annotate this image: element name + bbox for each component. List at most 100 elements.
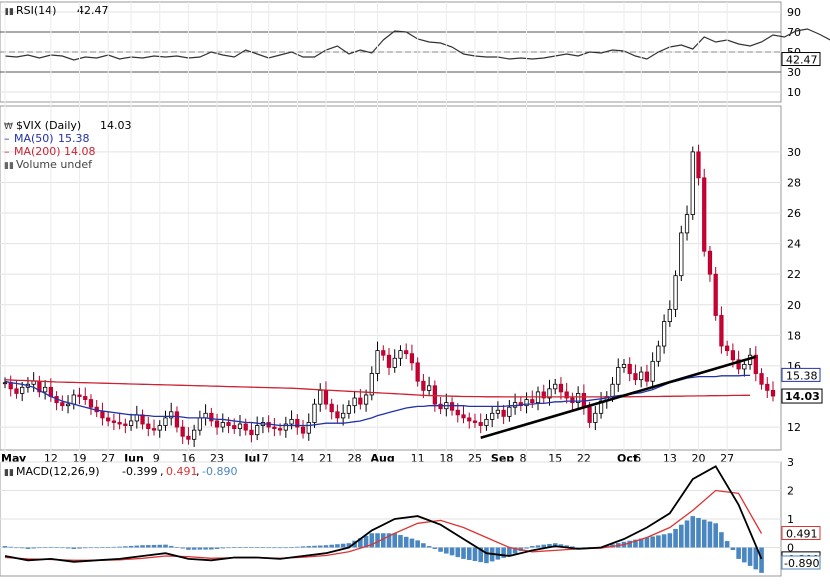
macd-hist-bar-69: [398, 535, 403, 548]
macd-hist-bar-31: [180, 547, 185, 549]
candle-111: [639, 366, 644, 388]
price-legend: ₩ $VIX (Daily) 14.03 – MA(50) 15.38 – MA…: [4, 119, 132, 171]
macd-hist-bar-88: [507, 547, 512, 557]
price-tick-label-4: 22: [787, 268, 801, 281]
macd-hist-bar-70: [403, 536, 409, 548]
ma200-value: 14.08: [64, 145, 96, 158]
candle-27: [157, 420, 162, 438]
candle-7: [43, 380, 48, 400]
candle-68: [392, 349, 397, 373]
macd-hist-bar-2: [14, 547, 19, 549]
price-x-axis: May 12 19 27 Jun 9 16 23 Jul 7 14 21 28 Aug 11 18 25 Sep 8…: [1, 452, 734, 465]
macd-hist-bar-98: [564, 545, 569, 548]
macd-hist-bar-1: [8, 546, 14, 548]
macd-hist-bar-19: [111, 546, 117, 548]
macd-hist-bar-34: [197, 547, 203, 550]
macd-hist-bar-78: [449, 547, 455, 556]
ma50-legend-dash-icon: –: [4, 132, 10, 145]
candle-20: [117, 413, 122, 430]
macd-hist-bar-109: [627, 540, 633, 548]
candle-31: [180, 419, 185, 444]
macd-hist-bar-27: [157, 544, 163, 548]
candle-86: [495, 401, 501, 419]
macd-hist-bar-132: [759, 547, 764, 573]
candle-60: [346, 400, 351, 419]
macd-hist-bar-8: [48, 546, 54, 548]
candle-32: [186, 427, 191, 445]
signal-last-value: 0.491: [786, 528, 818, 541]
candle-85: [490, 406, 495, 428]
macd-hist-bar-80: [461, 547, 466, 559]
price-tick-label-1: 28: [787, 176, 801, 189]
candle-115: [661, 314, 667, 354]
rsi-last-box: 42.47: [781, 52, 821, 67]
macd-hist-bar-99: [570, 546, 575, 548]
candle-59: [341, 404, 346, 426]
candle-96: [553, 378, 558, 395]
series-label: $VIX (Daily): [16, 119, 81, 132]
macd-line: [4, 465, 763, 563]
candle-64: [369, 366, 374, 401]
candle-71: [409, 344, 415, 371]
macd-hist-bar-74: [426, 546, 432, 548]
candle-113: [650, 352, 655, 389]
macd-hist-bar-29: [168, 545, 174, 548]
macd-hist-bar-126: [724, 541, 730, 548]
candle-95: [547, 379, 552, 406]
candle-51: [295, 414, 300, 435]
candle-94: [541, 384, 546, 404]
macd-hist-bar-38: [220, 547, 226, 549]
candle-69: [398, 345, 403, 366]
macd-hist-bar-11: [65, 547, 71, 549]
macd-hist-bar-5: [31, 547, 36, 549]
macd-hist-value: -0.890: [202, 465, 237, 478]
macd-hist-bar-72: [415, 540, 420, 548]
macd-hist-bar-120: [690, 516, 696, 548]
macd-legend-sep2: ,: [196, 465, 200, 478]
macd-hist-bar-114: [656, 535, 661, 548]
volume-bars-icon: ▮▮: [4, 161, 14, 171]
macd-hist-bar-53: [306, 546, 312, 548]
macd-hist-bar-95: [547, 543, 552, 548]
candle-33: [192, 424, 197, 447]
macd-hist-bar-124: [713, 523, 718, 548]
macd-hist-bar-92: [529, 546, 535, 548]
candle-121: [696, 144, 701, 186]
macd-hist-bar-62: [358, 538, 363, 548]
macd-hist-bar-130: [747, 547, 753, 566]
macd-hist-bar-65: [375, 533, 380, 548]
candle-103: [593, 406, 598, 431]
macd-hist-bar-93: [535, 545, 541, 548]
candle-43: [249, 422, 254, 443]
macd-hist-bar-33: [191, 547, 197, 550]
macd-hist-bar-6: [37, 547, 42, 549]
candle-107: [616, 358, 621, 392]
macd-hist-bar-37: [214, 547, 220, 549]
macd-tick-label-2: 1: [787, 513, 794, 526]
candle-109: [627, 357, 632, 382]
candle-131: [753, 346, 758, 382]
macd-hist-bar-18: [105, 547, 111, 548]
candle-50: [289, 410, 294, 430]
macd-hist-bar-4: [25, 547, 31, 549]
macd-hist-bar-82: [472, 547, 478, 562]
macd-hist-bar-48: [277, 547, 283, 549]
ma50-last-box: 15.38: [781, 367, 821, 382]
candle-134: [770, 381, 776, 402]
rsi-tick-label-4: 10: [787, 86, 801, 99]
candle-124: [713, 266, 718, 321]
macd-hist-bar-75: [432, 547, 438, 549]
macd-hist-bar-54: [312, 545, 317, 548]
macd-hist-bar-41: [237, 547, 243, 548]
macd-hist-bar-121: [696, 517, 701, 548]
macd-hist-bar-84: [484, 547, 489, 564]
macd-hist-bar-110: [633, 539, 638, 548]
macd-hist-bar-52: [300, 546, 306, 548]
candle-84: [484, 414, 489, 431]
candle-116: [667, 300, 672, 327]
macd-hist-bar-112: [644, 537, 650, 548]
macd-hist-bar-43: [249, 547, 254, 548]
macd-hist-bar-20: [117, 546, 122, 548]
